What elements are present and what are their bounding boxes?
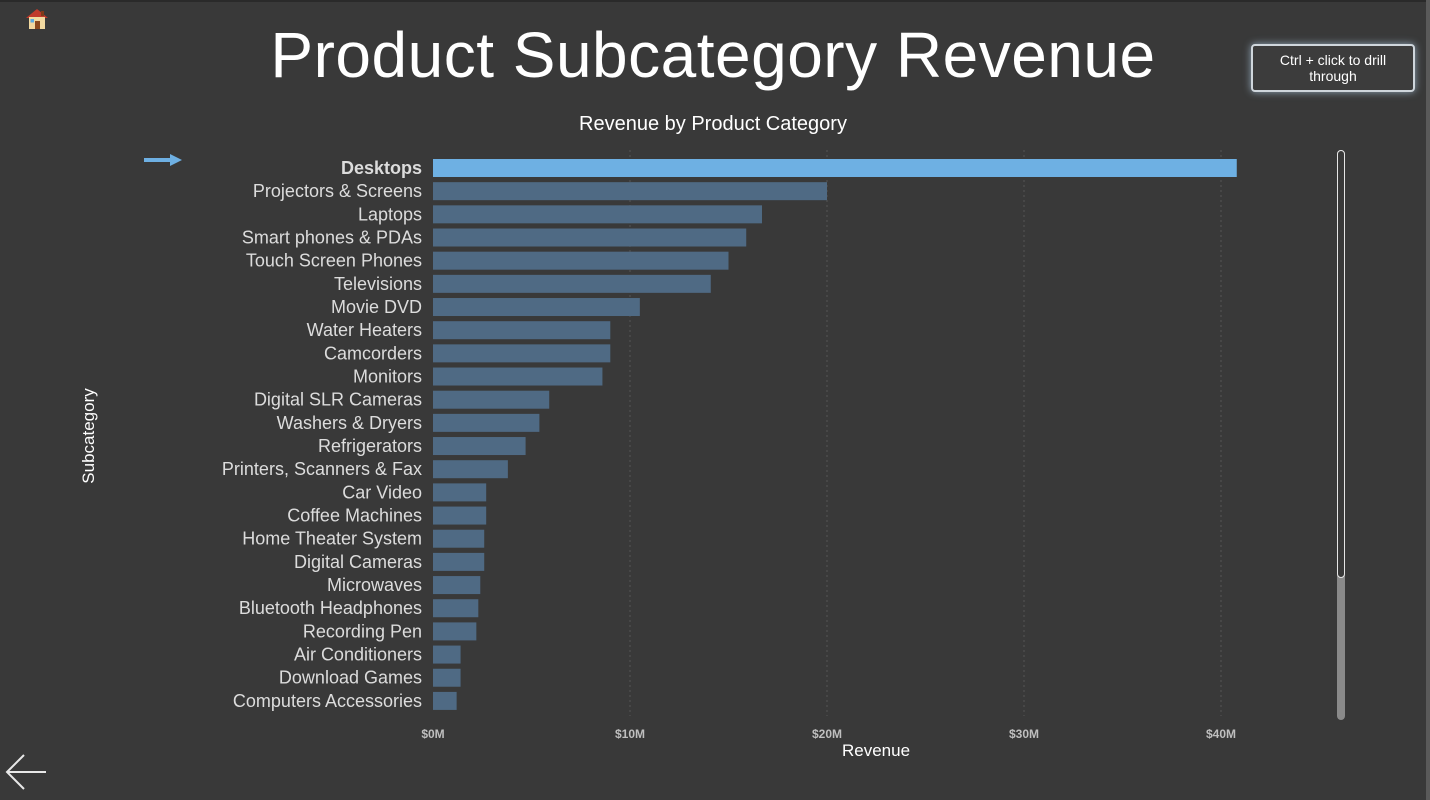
x-tick-label: $10M bbox=[615, 727, 645, 741]
x-tick-label: $0M bbox=[421, 727, 444, 741]
category-label: Monitors bbox=[353, 367, 422, 387]
x-axis-title: Revenue bbox=[841, 741, 911, 760]
bar[interactable] bbox=[433, 460, 508, 479]
bar[interactable] bbox=[433, 622, 477, 641]
category-label: Bluetooth Headphones bbox=[239, 598, 422, 618]
chart-title: Revenue by Product Category bbox=[579, 113, 847, 135]
category-label: Projectors & Screens bbox=[253, 181, 422, 201]
x-tick-label: $20M bbox=[812, 727, 842, 741]
bar[interactable] bbox=[433, 274, 711, 293]
bar[interactable] bbox=[433, 182, 827, 201]
chart-scrollbar-track[interactable] bbox=[1337, 150, 1345, 720]
bar[interactable] bbox=[433, 298, 640, 317]
bar[interactable] bbox=[433, 251, 729, 270]
category-label: Coffee Machines bbox=[287, 506, 422, 526]
bar[interactable] bbox=[433, 506, 487, 525]
bar[interactable] bbox=[433, 159, 1237, 177]
category-label: Water Heaters bbox=[307, 320, 422, 340]
category-label: Home Theater System bbox=[242, 529, 422, 549]
page-title: Product Subcategory Revenue bbox=[270, 19, 1156, 91]
right-arrow-icon bbox=[143, 152, 183, 168]
bar[interactable] bbox=[433, 413, 540, 432]
bar[interactable] bbox=[433, 691, 457, 710]
bar[interactable] bbox=[433, 599, 479, 618]
back-arrow-icon[interactable] bbox=[4, 752, 48, 792]
bar[interactable] bbox=[433, 529, 485, 548]
bar[interactable] bbox=[433, 367, 603, 386]
category-label: Touch Screen Phones bbox=[246, 251, 422, 271]
top-border bbox=[0, 0, 1430, 2]
category-label: Digital Cameras bbox=[294, 552, 422, 572]
bar[interactable] bbox=[433, 344, 611, 363]
category-label: Washers & Dryers bbox=[277, 413, 422, 433]
bar[interactable] bbox=[433, 668, 461, 687]
category-label: Computers Accessories bbox=[233, 691, 422, 711]
category-label: Laptops bbox=[358, 204, 422, 224]
bar[interactable] bbox=[433, 228, 747, 247]
category-label: Microwaves bbox=[327, 575, 422, 595]
x-tick-label: $30M bbox=[1009, 727, 1039, 741]
drill-through-button[interactable]: Ctrl + click to drill through bbox=[1251, 44, 1415, 92]
category-label: Camcorders bbox=[324, 343, 422, 363]
category-label: Recording Pen bbox=[303, 621, 422, 641]
category-label: Air Conditioners bbox=[294, 645, 422, 665]
category-label: Televisions bbox=[334, 274, 422, 294]
bar[interactable] bbox=[433, 576, 481, 595]
category-label: Refrigerators bbox=[318, 436, 422, 456]
category-label: Download Games bbox=[279, 668, 422, 688]
home-icon[interactable] bbox=[24, 6, 50, 32]
bar[interactable] bbox=[433, 321, 611, 340]
bar[interactable] bbox=[433, 552, 485, 571]
bar[interactable] bbox=[433, 390, 550, 409]
category-label: Desktops bbox=[341, 158, 422, 178]
category-label: Smart phones & PDAs bbox=[242, 228, 422, 248]
x-tick-label: $40M bbox=[1206, 727, 1236, 741]
category-label: Printers, Scanners & Fax bbox=[222, 459, 422, 479]
bar[interactable] bbox=[433, 645, 461, 664]
category-label: Movie DVD bbox=[331, 297, 422, 317]
category-label: Digital SLR Cameras bbox=[254, 390, 422, 410]
chart-scrollbar-thumb[interactable] bbox=[1337, 150, 1345, 578]
category-label: Car Video bbox=[342, 482, 422, 502]
bar[interactable] bbox=[433, 437, 526, 456]
bar[interactable] bbox=[433, 205, 762, 224]
bar[interactable] bbox=[433, 483, 487, 502]
window-edge bbox=[1426, 0, 1430, 800]
